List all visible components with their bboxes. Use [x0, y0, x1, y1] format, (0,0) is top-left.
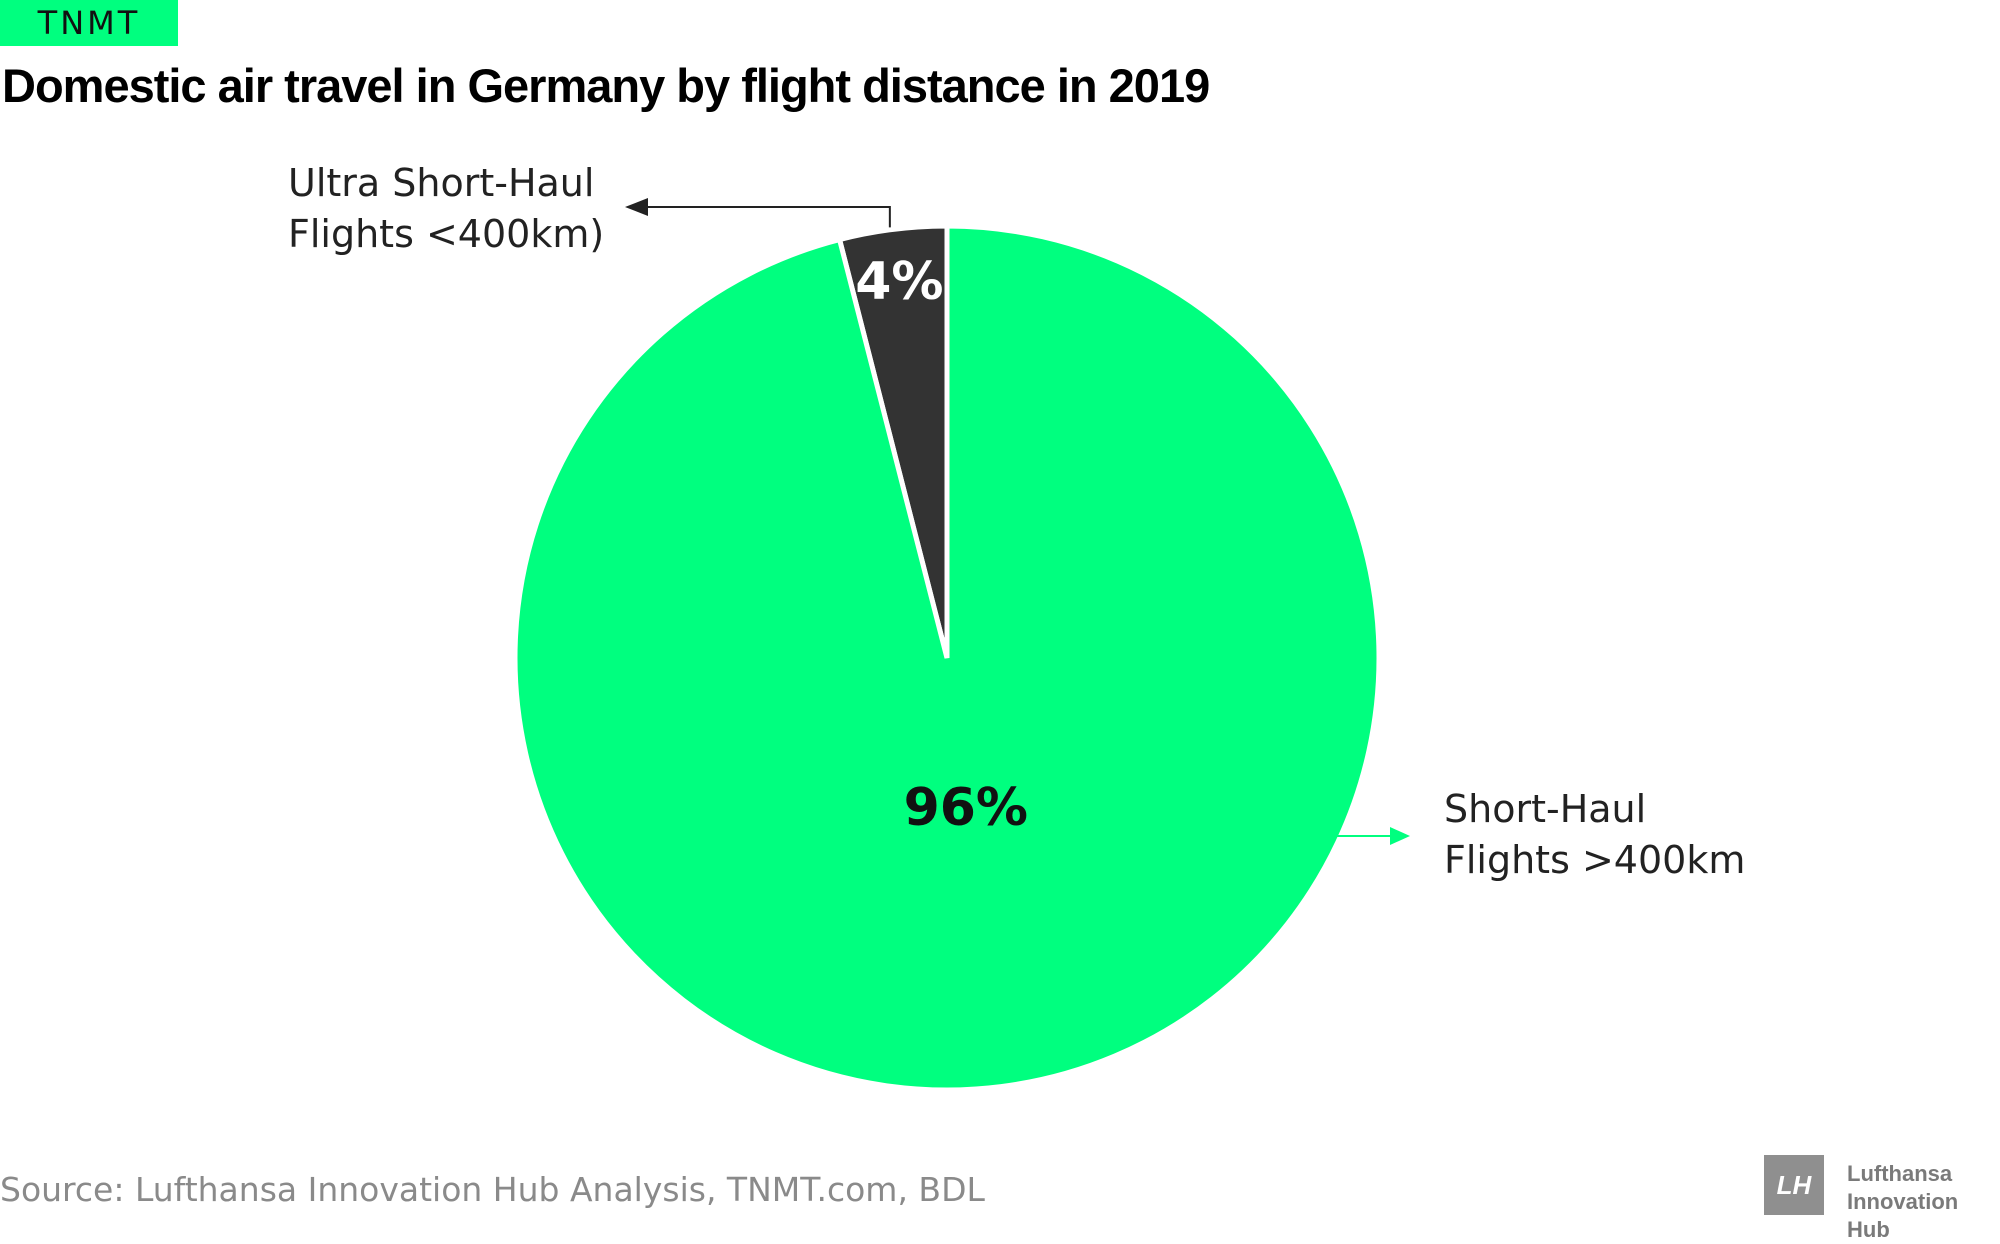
chart-title: Domestic air travel in Germany by flight…	[2, 59, 1210, 112]
slice-2-value-label: 96%	[904, 778, 1028, 838]
source-note: Source: Lufthansa Innovation Hub Analysi…	[0, 1170, 985, 1209]
lufthansa-hub-logo-icon: LH	[1764, 1155, 1824, 1215]
leader-line-slice-1	[640, 206, 891, 228]
lufthansa-hub-wordmark: Lufthansa Innovation Hub	[1847, 1160, 2000, 1244]
pie-chart: 4% 96% Ultra Short-Haul Flights <400km) Shor…	[288, 161, 1746, 1093]
pie-slice-2	[512, 223, 1382, 1093]
partner-line-2: Innovation Hub	[1847, 1189, 1959, 1242]
slice-2-name-line-1: Short-Haul	[1444, 787, 1646, 831]
slice-1-name-line-2: Flights <400km)	[288, 212, 604, 256]
partner-line-1: Lufthansa	[1847, 1161, 1953, 1186]
arrow-right-icon	[1390, 827, 1410, 845]
slice-2-name-line-2: Flights >400km	[1444, 838, 1745, 882]
arrow-left-icon	[625, 198, 648, 216]
slice-1-value-label: 4%	[855, 252, 943, 312]
tnmt-logo: TNMT	[0, 0, 178, 46]
slice-1-name-line-1: Ultra Short-Haul	[288, 161, 594, 205]
